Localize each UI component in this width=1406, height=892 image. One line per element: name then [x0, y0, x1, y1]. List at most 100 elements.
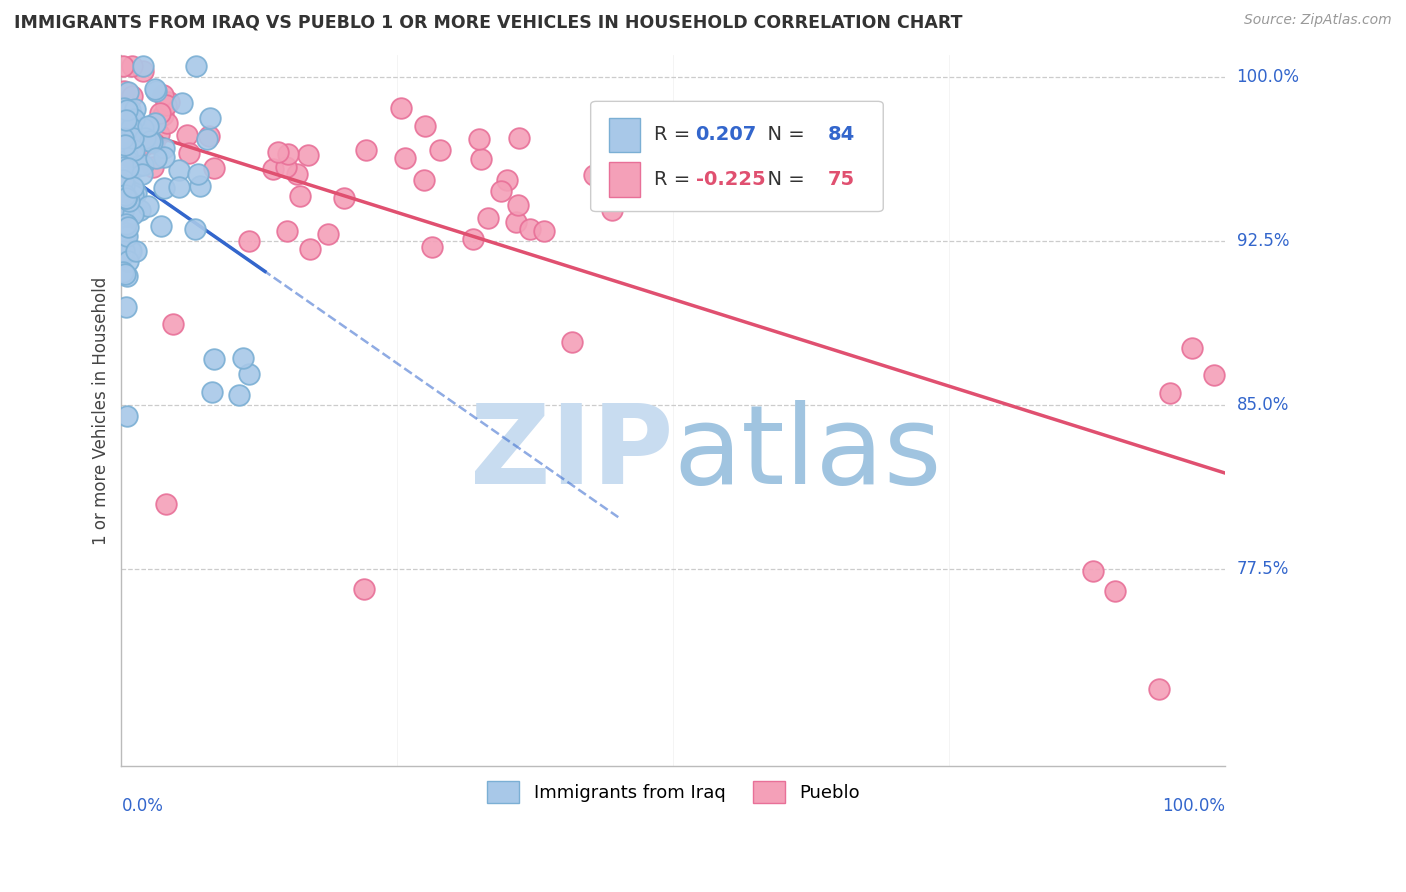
Point — [232, 351, 254, 365]
Point — [112, 161, 135, 175]
Text: 0.0%: 0.0% — [121, 797, 163, 814]
FancyBboxPatch shape — [591, 102, 883, 211]
Point — [412, 173, 434, 187]
Point — [152, 150, 174, 164]
Text: Source: ZipAtlas.com: Source: ZipAtlas.com — [1244, 13, 1392, 28]
Point — [354, 143, 377, 157]
Point — [112, 237, 135, 252]
Point — [276, 160, 298, 174]
Text: R =: R = — [654, 125, 696, 145]
Point — [1081, 565, 1104, 579]
Point — [508, 131, 530, 145]
Point — [121, 187, 143, 202]
Point — [238, 234, 260, 248]
Point — [117, 219, 139, 234]
Text: 100.0%: 100.0% — [1163, 797, 1226, 814]
Point — [114, 217, 136, 231]
Point — [121, 59, 143, 73]
Point — [495, 173, 517, 187]
Point — [477, 211, 499, 226]
Point — [353, 582, 375, 596]
Point — [413, 119, 436, 133]
Point — [505, 215, 527, 229]
Point — [132, 120, 155, 135]
Point — [276, 224, 298, 238]
Point — [115, 191, 138, 205]
Point — [115, 268, 138, 283]
Point — [142, 136, 165, 150]
Text: 84: 84 — [828, 125, 855, 145]
Point — [112, 131, 135, 145]
Point — [198, 112, 221, 126]
Point — [115, 194, 138, 208]
Point — [115, 191, 138, 205]
Point — [122, 112, 145, 127]
Point — [115, 148, 138, 162]
Point — [519, 222, 541, 236]
Point — [134, 131, 156, 145]
Point — [156, 116, 179, 130]
Point — [148, 127, 170, 141]
Point — [316, 227, 339, 242]
Point — [1181, 341, 1204, 355]
Point — [131, 59, 153, 73]
Point — [111, 59, 134, 73]
Point — [115, 226, 138, 240]
Text: IMMIGRANTS FROM IRAQ VS PUEBLO 1 OR MORE VEHICLES IN HOUSEHOLD CORRELATION CHART: IMMIGRANTS FROM IRAQ VS PUEBLO 1 OR MORE… — [14, 13, 963, 31]
Point — [297, 148, 319, 162]
Point — [461, 231, 484, 245]
Point — [561, 334, 583, 349]
Point — [114, 267, 136, 281]
Point — [136, 120, 159, 134]
Point — [145, 151, 167, 165]
Point — [155, 496, 177, 510]
Point — [467, 132, 489, 146]
Point — [152, 108, 174, 122]
Point — [157, 95, 180, 109]
Point — [277, 147, 299, 161]
Point — [204, 161, 226, 176]
Point — [167, 162, 190, 177]
Point — [121, 131, 143, 145]
Point — [228, 387, 250, 401]
Point — [155, 98, 177, 112]
Point — [117, 254, 139, 268]
Point — [420, 240, 443, 254]
Point — [600, 203, 623, 218]
Point — [127, 159, 149, 173]
Point — [115, 229, 138, 244]
Point — [132, 123, 155, 137]
Point — [198, 128, 221, 143]
Point — [114, 138, 136, 153]
Point — [118, 103, 141, 117]
Point — [115, 140, 138, 154]
Point — [333, 191, 356, 205]
Point — [131, 137, 153, 152]
Point — [124, 143, 146, 157]
Point — [186, 59, 208, 73]
Point — [120, 242, 142, 256]
Point — [470, 152, 492, 166]
Point — [179, 146, 201, 161]
Point — [122, 148, 145, 162]
Point — [115, 153, 138, 168]
Bar — [609, 162, 640, 196]
Point — [111, 172, 134, 186]
Point — [1149, 682, 1171, 697]
Text: R =: R = — [654, 170, 696, 189]
Point — [117, 132, 139, 146]
Point — [188, 179, 211, 194]
Legend: Immigrants from Iraq, Pueblo: Immigrants from Iraq, Pueblo — [479, 774, 868, 810]
Point — [111, 204, 134, 219]
Point — [114, 188, 136, 202]
Point — [111, 248, 134, 262]
Point — [131, 64, 153, 78]
Point — [176, 128, 198, 142]
Point — [1204, 368, 1226, 383]
Point — [122, 180, 145, 194]
Point — [111, 178, 134, 193]
Point — [129, 203, 152, 218]
Point — [394, 151, 416, 165]
Point — [162, 317, 184, 331]
Point — [121, 88, 143, 103]
